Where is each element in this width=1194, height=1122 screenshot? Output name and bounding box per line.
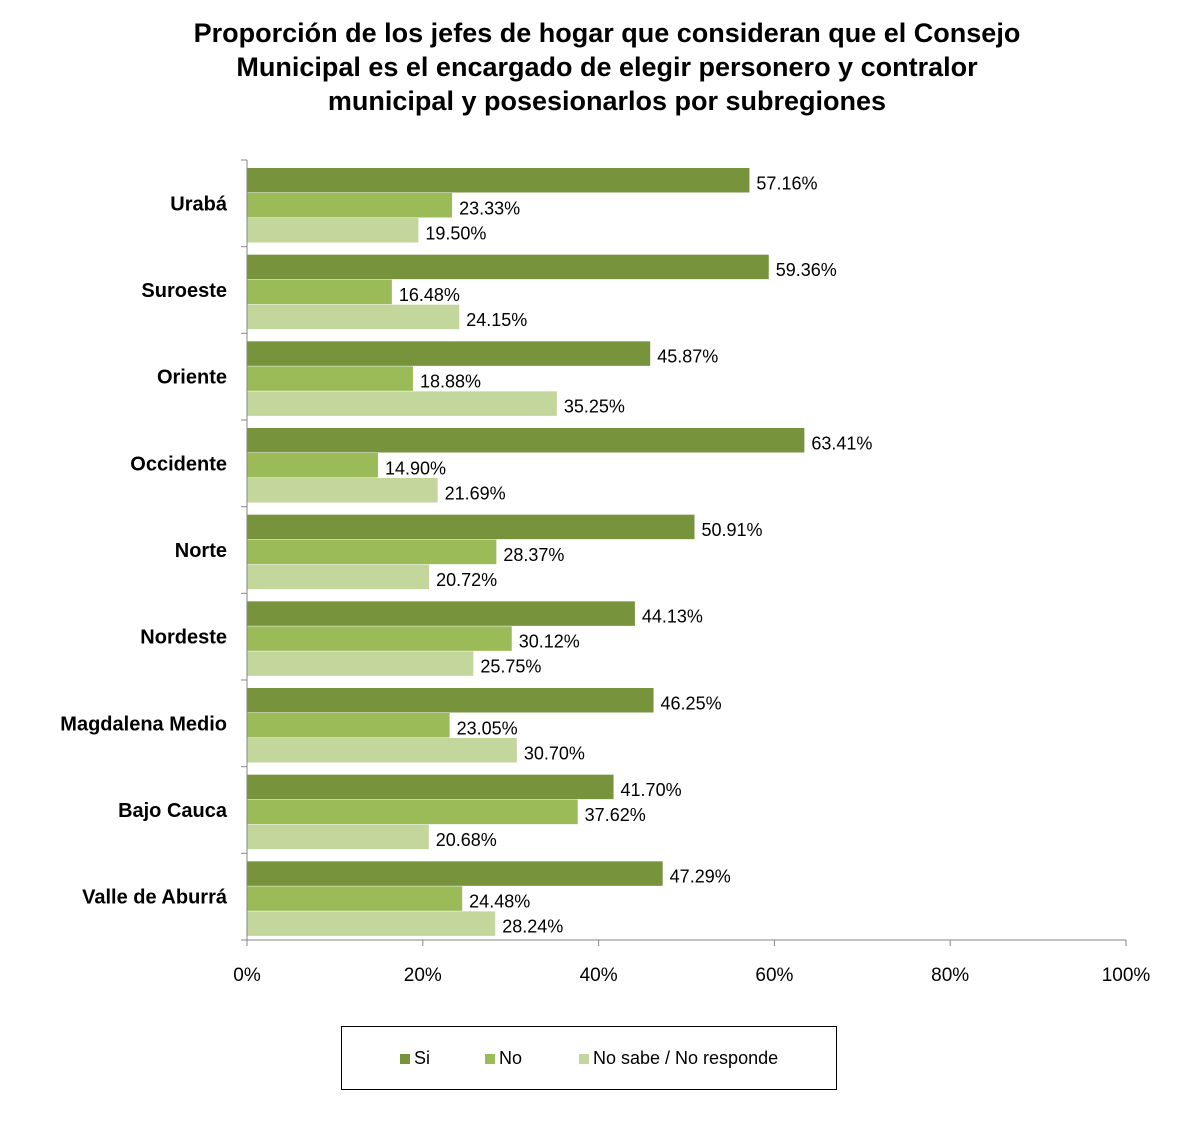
bar-si — [247, 428, 805, 453]
legend-label-no: No — [499, 1048, 523, 1068]
legend-label-no-sabe: No sabe / No responde — [593, 1048, 779, 1068]
bar-si — [247, 861, 663, 886]
chart-title-line: Proporción de los jefes de hogar que con… — [193, 18, 1021, 48]
data-label-no-sabe: 19.50% — [425, 223, 486, 243]
data-label-no: 14.90% — [385, 458, 446, 478]
legend: Si No No sabe / No responde — [341, 1026, 837, 1090]
data-label-si: 46.25% — [661, 693, 722, 713]
legend-label-si: Si — [414, 1048, 431, 1068]
chart-title-line: municipal y posesionarlos por subregione… — [327, 86, 887, 116]
bar-no-sabe — [247, 651, 474, 676]
data-label-si: 50.91% — [701, 520, 762, 540]
category-label: Valle de Aburrá — [82, 887, 228, 909]
data-label-si: 57.16% — [756, 173, 817, 193]
category-label: Norte — [175, 540, 227, 562]
data-label-no: 28.37% — [503, 545, 564, 565]
data-label-no: 24.48% — [469, 892, 530, 912]
bar-no — [247, 539, 497, 565]
chart-title-line: Municipal es el encargado de elegir pers… — [236, 52, 978, 82]
bar-no-sabe — [247, 738, 517, 763]
bar-no-sabe — [247, 391, 557, 416]
bar-si — [247, 254, 769, 280]
legend-item-no-sabe: No sabe / No responde — [579, 1048, 778, 1068]
bar-si — [247, 688, 654, 713]
x-tick-label: 0% — [233, 965, 261, 986]
bar-no — [247, 453, 378, 478]
x-tick-label: 20% — [404, 965, 442, 986]
data-label-si: 45.87% — [657, 347, 718, 367]
legend-swatch-no-sabe — [579, 1054, 589, 1064]
category-label: Bajo Cauca — [118, 800, 228, 822]
category-label: Oriente — [157, 367, 227, 389]
bar-no — [247, 886, 463, 911]
data-label-no: 23.33% — [459, 198, 520, 218]
category-label: Suroeste — [141, 280, 227, 302]
chart-title: Proporción de los jefes de hogar que con… — [0, 16, 1194, 118]
data-label-no-sabe: 20.72% — [436, 570, 497, 590]
data-label-no-sabe: 21.69% — [445, 483, 506, 503]
x-tick-label: 60% — [755, 965, 793, 986]
legend-swatch-si — [400, 1054, 410, 1064]
data-label-no: 37.62% — [585, 805, 646, 825]
bar-no — [247, 799, 578, 825]
data-label-no: 18.88% — [420, 372, 481, 392]
legend-item-si: Si — [400, 1048, 430, 1068]
data-label-no-sabe: 28.24% — [502, 917, 563, 937]
data-label-no-sabe: 24.15% — [466, 310, 527, 330]
x-tick-label: 40% — [580, 965, 618, 986]
data-label-si: 41.70% — [621, 780, 682, 800]
category-label: Magdalena Medio — [60, 713, 227, 735]
bar-no-sabe — [247, 304, 460, 330]
legend-swatch-no — [485, 1054, 495, 1064]
bar-no-sabe — [247, 911, 496, 936]
data-label-no-sabe: 25.75% — [480, 657, 541, 677]
legend-item-no: No — [485, 1048, 522, 1068]
data-label-no: 23.05% — [457, 718, 518, 738]
data-label-si: 44.13% — [642, 607, 703, 627]
data-label-no-sabe: 30.70% — [524, 743, 585, 763]
bar-si — [247, 774, 614, 800]
bar-no-sabe — [247, 824, 429, 850]
bar-no — [247, 713, 450, 738]
bar-no — [247, 366, 413, 391]
category-label: Nordeste — [140, 627, 227, 649]
bar-no-sabe — [247, 478, 438, 503]
bar-no — [247, 626, 512, 651]
bar-no-sabe — [247, 564, 430, 590]
bar-no-sabe — [247, 218, 419, 243]
category-label: Urabá — [170, 193, 228, 215]
data-label-no: 16.48% — [399, 285, 460, 305]
data-label-no: 30.12% — [519, 632, 580, 652]
data-label-si: 59.36% — [776, 260, 837, 280]
bar-si — [247, 341, 651, 366]
bar-no — [247, 279, 392, 305]
category-label: Occidente — [130, 453, 227, 475]
bar-no — [247, 193, 453, 218]
x-tick-label: 80% — [931, 965, 969, 986]
data-label-no-sabe: 35.25% — [564, 397, 625, 417]
data-label-si: 63.41% — [811, 433, 872, 453]
bar-si — [247, 601, 635, 626]
data-label-si: 47.29% — [670, 867, 731, 887]
bar-si — [247, 168, 750, 193]
x-tick-label: 100% — [1102, 965, 1151, 986]
data-label-no-sabe: 20.68% — [436, 830, 497, 850]
bar-si — [247, 514, 695, 540]
